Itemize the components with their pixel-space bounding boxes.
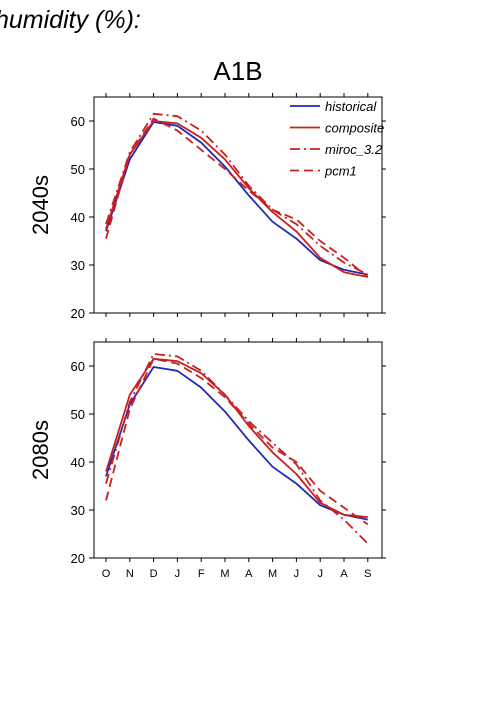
- series-line-historical: [105, 121, 368, 276]
- y-tick-label: 50: [71, 162, 85, 177]
- legend: historical composite miroc_3.2 pcm1: [290, 99, 384, 179]
- scenario-title: A1B: [213, 56, 262, 86]
- y-tick-label: 60: [71, 114, 85, 129]
- x-tick-label: M: [268, 568, 277, 580]
- x-tick-label: J: [175, 568, 181, 580]
- series-line-composite: [105, 357, 368, 519]
- y-tick-label: 40: [71, 210, 85, 225]
- series-line-composite: [105, 120, 368, 278]
- y-tick-label: 30: [71, 503, 85, 518]
- x-tick-label: D: [150, 568, 158, 580]
- plot-frame: [93, 96, 383, 314]
- x-tick-label: A: [245, 568, 253, 580]
- plot-frame: [93, 341, 383, 559]
- legend-label: pcm1: [324, 164, 357, 179]
- figure-heading: humidity (%):: [0, 6, 141, 34]
- x-tick-label: A: [340, 568, 348, 580]
- x-tick-label: J: [294, 568, 300, 580]
- series-line-miroc-3-2: [105, 112, 369, 276]
- series-line-miroc-3-2: [105, 353, 369, 545]
- legend-label: historical: [325, 99, 377, 114]
- legend-label: miroc_3.2: [325, 142, 383, 157]
- x-tick-label: M: [220, 568, 229, 580]
- series-line-pcm1: [105, 357, 369, 526]
- row-label: 2040s: [28, 175, 53, 235]
- row-label: 2080s: [28, 420, 53, 480]
- panel-2040s: 20 30 40 50 60 2040s historical composite miroc_…: [28, 93, 386, 321]
- y-tick-label: 20: [71, 306, 85, 321]
- series-line-pcm1: [105, 117, 369, 278]
- y-tick-label: 20: [71, 551, 85, 566]
- panel-2080s: 20 30 40 50 60 O N D J F M A M J J A S 2080s: [28, 338, 386, 580]
- x-tick-label: S: [364, 568, 371, 580]
- y-tick-label: 50: [71, 407, 85, 422]
- y-tick-label: 30: [71, 258, 85, 273]
- legend-label: composite: [325, 121, 384, 136]
- series-line-historical: [105, 366, 368, 521]
- x-tick-label: F: [198, 568, 205, 580]
- y-tick-label: 60: [71, 359, 85, 374]
- y-tick-label: 40: [71, 455, 85, 470]
- x-tick-label: J: [317, 568, 323, 580]
- x-tick-label: N: [126, 568, 134, 580]
- x-tick-label: O: [102, 568, 111, 580]
